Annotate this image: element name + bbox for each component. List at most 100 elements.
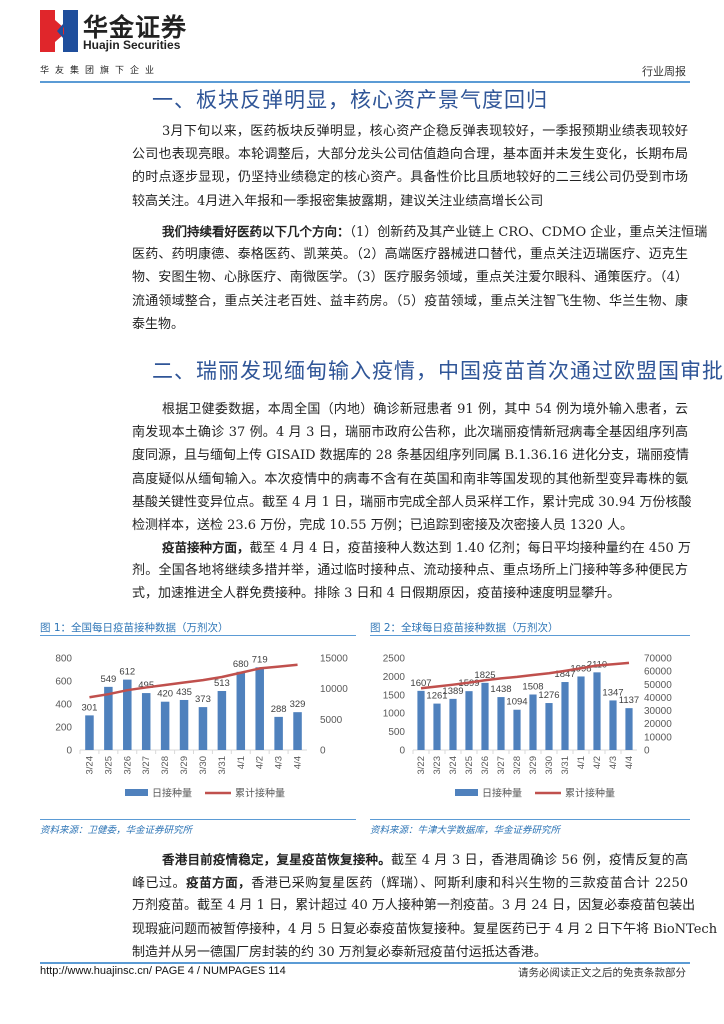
bar-data-label: 1261 [426,691,447,702]
paragraph-3: 根据卫健委数据，本周全国（内地）确诊新冠患者 91 例，其中 54 例为境外输入… [132,398,692,537]
figure-2-bottom-rule [370,819,690,820]
x-axis-tick-label: 3/30 [198,756,209,775]
body-text: 万剂疫苗。截至 4 月 1 日，累计超过 40 万人接种第一剂疫苗。3 月 24… [132,898,696,914]
footer-page-info: http://www.huajinsc.cn/ PAGE 4 / NUMPAGE… [40,965,286,977]
bar-data-label: 435 [176,687,192,698]
text-line: 式，加速推进全人群免费接种。排除 3 日和 4 日假期原因，疫苗接种速度明显攀升… [132,582,688,605]
legend-bar-label: 日接种量 [482,787,522,800]
bold-lead-text: 我们持续看好医药以下几个方向： [162,224,350,239]
bold-lead-text: 香港目前疫情稳定，复星疫苗恢复接种。 [162,852,391,867]
body-text: 检测样本，送检 23.6 万份，完成 10.55 万例；已追踪到密接及次密接人员… [132,517,634,533]
bar [433,703,441,750]
bar-data-label: 1347 [602,687,623,698]
x-axis-tick-label: 3/28 [160,756,171,775]
x-axis-tick-label: 3/25 [103,756,114,775]
bar [104,686,113,750]
bold-lead-text: 疫苗接种方面， [162,540,250,555]
body-text: 截至 4 月 4 日，疫苗接种人数达到 1.40 亿剂；每日平均接种量约在 45… [249,541,691,556]
bar-data-label: 420 [157,689,173,700]
bar [274,716,283,750]
x-axis-tick-label: 4/2 [255,756,266,769]
body-text: 现瑕疵问题而被暂停接种，4 月 5 日复必泰疫苗恢复接种。复星医药已于 4 月 … [132,921,718,937]
y-axis-tick-label: 600 [55,677,72,688]
bar-data-label: 513 [214,678,230,689]
y-axis-tick-label: 0 [66,746,72,757]
section-heading-2: 二、瑞丽发现缅甸输入疫情，中国疫苗首次通过欧盟国审批 [152,359,724,383]
body-text: 度同源，且与缅甸上传 GISAID 数据库的 28 条基因组序列同属 B.1.3… [132,448,690,464]
x-axis-tick-label: 3/26 [480,756,491,775]
x-axis-tick-label: 3/23 [432,756,443,775]
y2-axis-tick-label: 10000 [320,684,348,695]
bar [497,697,505,750]
x-axis-tick-label: 3/31 [560,756,571,775]
figure-1-title: 图 1：全国每日疫苗接种数据（万剂次） [40,622,229,634]
bar [593,672,601,750]
body-text: 根据卫健委数据，本周全国（内地）确诊新冠患者 91 例，其中 54 例为境外输入… [162,402,688,417]
body-text: （1）创新药及其产业链上 CRO、CDMO 企业，重点关注恒瑞 [349,225,708,240]
y2-axis-tick-label: 10000 [644,732,672,743]
y-axis-tick-label: 2500 [383,654,406,665]
section-heading-1: 一、板块反弹明显，核心资产景气度回归 [152,88,548,112]
x-axis-tick-label: 3/22 [416,756,427,775]
body-text: 峰已过。 [132,876,187,892]
text-line: 泰生物。 [132,313,688,336]
legend-bar-label: 日接种量 [152,787,192,800]
y2-axis-tick-label: 40000 [644,693,672,704]
bar [236,671,246,750]
x-axis-tick-label: 3/29 [528,756,539,775]
bar-data-label: 329 [290,699,306,710]
text-line: 检测样本，送检 23.6 万份，完成 10.55 万例；已追踪到密接及次密接人员… [132,514,688,537]
text-line: 基酸关键性变异位点。截至 4 月 1 日，瑞丽市完成全部人员采样工作，累计完成 … [132,491,692,514]
x-axis-tick-label: 4/4 [293,756,304,769]
y2-axis-tick-label: 60000 [644,667,672,678]
footer-divider [40,962,690,964]
bar [85,715,94,750]
text-line: 我们持续看好医药以下几个方向：（1）创新药及其产业链上 CRO、CDMO 企业，… [132,220,707,243]
cumulative-line [420,661,630,690]
huajin-logo-icon [40,10,78,52]
bar [198,707,208,750]
bold-lead-text: 疫苗方面， [186,875,252,891]
bar-data-label: 1508 [522,682,543,693]
figure-2-chart: 0 500 1000 1500 2000 2500 0 10000 20000 30000 4000… [383,654,672,800]
bar [449,698,457,750]
text-line: 的时点逐步显现，仍坚持业绩稳定的核心资产。具备性价比且质地较好的二三线公司仍受到… [132,166,688,189]
y2-axis-tick-label: 30000 [644,706,672,717]
text-line: 根据卫健委数据，本周全国（内地）确诊新冠患者 91 例，其中 54 例为境外输入… [132,398,688,421]
figure-2-top-rule [370,635,690,636]
body-text: 公司也表现亮眼。本轮调整后，大部分龙头公司估值趋向合理，基本面并未发生变化，长期… [132,147,688,163]
bar [545,703,553,750]
bar-data-label: 549 [100,674,116,685]
figure-1-bottom-rule [40,819,356,820]
text-line: 物、安图生物、心脉医疗、南微医学。（3）医疗服务领域，重点关注爱尔眼科、通策医疗… [132,266,688,289]
bar [255,667,264,750]
legend-bar-swatch [125,789,148,796]
body-text: 截至 4 月 3 日，香港周确诊 56 例，疫情反复的高 [391,853,688,868]
y-axis-tick-label: 200 [55,723,72,734]
body-text: 3月下旬以来，医药板块反弹明显，核心资产企稳反弹表现较好，一季报预期业绩表现较好 [162,124,688,139]
x-axis-tick-label: 3/29 [179,756,190,775]
bar [529,694,537,750]
header-divider [40,81,690,83]
body-text: 香港已采购复星医药（辉瑞）、阿斯利康和科兴生物的三款疫苗合计 2250 [251,876,688,892]
x-axis-tick-label: 3/26 [122,756,133,775]
figure-2-title: 图 2：全球每日疫苗接种数据（万剂次） [370,622,559,634]
y-axis-tick-label: 400 [55,700,72,711]
bar-data-label: 288 [271,704,287,715]
bar [293,712,302,750]
y2-axis-tick-label: 5000 [320,715,343,726]
bar [417,690,425,750]
text-line: 南发现本土确诊 37 例。4 月 3 日，瑞丽市政府公告称，此次瑞丽疫情新冠病毒… [132,421,688,444]
figure-1-source: 资料来源：卫健委，华金证券研究所 [40,825,193,836]
body-text: 较高关注。4月进入年报和一季报密集披露期，建议关注业绩高增长公司 [132,193,544,209]
x-axis-tick-label: 4/4 [624,756,635,769]
legend-line-label: 累计接种量 [565,787,615,800]
bar [465,691,473,750]
cumulative-line [89,663,298,699]
x-axis-tick-label: 3/27 [141,756,152,775]
y-axis-tick-label: 800 [55,654,72,665]
x-axis-tick-label: 4/1 [236,756,247,769]
bar-data-label: 301 [82,702,98,713]
x-axis-tick-label: 4/2 [592,756,603,769]
